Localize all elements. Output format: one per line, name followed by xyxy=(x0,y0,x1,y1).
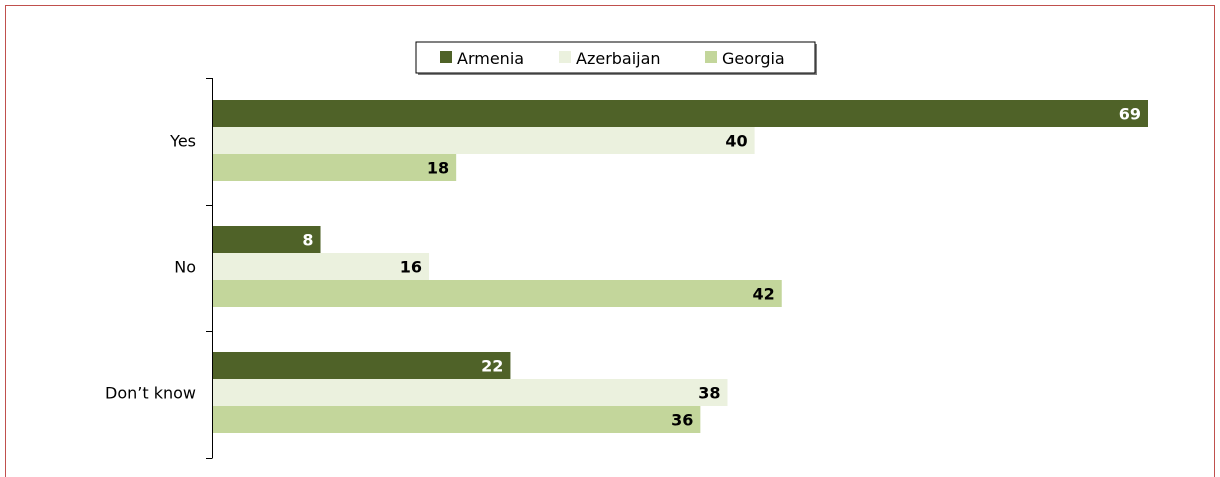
legend-swatch-armenia xyxy=(440,51,452,63)
legend-swatch-azerbaijan xyxy=(559,51,571,63)
bar-azerbaijan-yes xyxy=(212,127,755,154)
data-label-armenia-no: 8 xyxy=(302,231,313,250)
bar-georgia-don-t-know xyxy=(212,406,701,433)
bar-azerbaijan-don-t-know xyxy=(212,379,728,406)
legend-label-armenia: Armenia xyxy=(457,49,524,68)
bar-georgia-no xyxy=(212,280,782,307)
data-label-azerbaijan-don-t-know: 38 xyxy=(698,384,720,403)
legend-swatch-georgia xyxy=(705,51,717,63)
data-label-georgia-don-t-know: 36 xyxy=(671,411,693,430)
category-label-no: No xyxy=(174,258,196,277)
data-label-azerbaijan-no: 16 xyxy=(400,258,422,277)
legend-box xyxy=(415,41,816,74)
category-label-don-t-know: Don’t know xyxy=(105,384,196,403)
data-label-azerbaijan-yes: 40 xyxy=(725,132,747,151)
bar-armenia-don-t-know xyxy=(212,352,511,379)
data-label-georgia-no: 42 xyxy=(752,285,774,304)
bar-azerbaijan-no xyxy=(212,253,430,280)
bar-armenia-yes xyxy=(212,100,1148,127)
bar-armenia-no xyxy=(212,226,321,253)
legend-label-azerbaijan: Azerbaijan xyxy=(576,49,661,68)
category-label-yes: Yes xyxy=(169,132,196,151)
data-label-georgia-yes: 18 xyxy=(427,159,449,178)
legend-label-georgia: Georgia xyxy=(722,49,785,68)
data-label-armenia-don-t-know: 22 xyxy=(481,357,503,376)
data-label-armenia-yes: 69 xyxy=(1119,105,1141,124)
chart-frame xyxy=(5,5,1215,477)
bar-georgia-yes xyxy=(212,154,457,181)
